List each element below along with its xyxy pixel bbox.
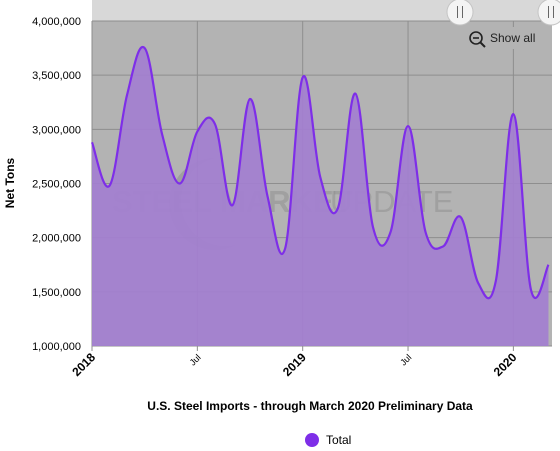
navigator-strip xyxy=(92,0,552,21)
legend-item-total[interactable]: Total xyxy=(305,433,351,447)
x-tick-label: 2018 xyxy=(69,350,98,379)
y-tick-label: 3,000,000 xyxy=(32,124,81,136)
y-tick-label: 4,000,000 xyxy=(32,16,81,28)
range-handle-left[interactable] xyxy=(446,0,474,26)
y-axis-ticks: 1,000,000 1,500,000 2,000,000 2,500,000 3,00… xyxy=(32,16,81,353)
legend-marker xyxy=(305,433,319,447)
chart-title: U.S. Steel Imports - through March 2020 … xyxy=(147,399,473,413)
x-tick-label: Jul xyxy=(398,352,413,367)
x-tick-label: 2020 xyxy=(491,350,520,379)
range-handle-right[interactable] xyxy=(537,0,560,26)
series-layer xyxy=(90,45,550,347)
show-all-label: Show all xyxy=(490,31,535,45)
x-tick-label: Jul xyxy=(188,352,203,367)
y-tick-label: 1,000,000 xyxy=(32,341,81,353)
y-axis-label: Net Tons xyxy=(3,157,17,208)
x-tick-label: 2019 xyxy=(280,350,309,379)
y-tick-label: 2,500,000 xyxy=(32,179,81,191)
legend-label: Total xyxy=(326,433,351,447)
series-area-total xyxy=(92,46,549,347)
series-line-total[interactable] xyxy=(90,45,550,300)
x-axis-ticks: 2018 Jul 2019 Jul 2020 xyxy=(69,346,520,379)
zoom-out-icon xyxy=(469,31,486,48)
show-all-button[interactable]: Show all xyxy=(463,27,543,49)
y-tick-label: 3,500,000 xyxy=(32,70,81,82)
y-tick-label: 1,500,000 xyxy=(32,287,81,299)
y-tick-label: 2,000,000 xyxy=(32,233,81,245)
